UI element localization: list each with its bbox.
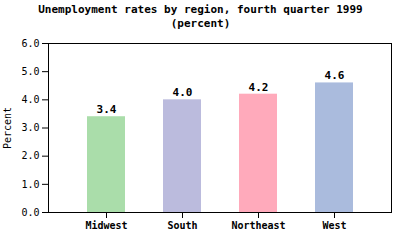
svg-text:4.2: 4.2 bbox=[249, 81, 269, 94]
svg-text:West: West bbox=[322, 220, 346, 231]
svg-text:3.4: 3.4 bbox=[97, 103, 117, 116]
html-text:Unemployment rates by region,: Unemployment rates by region, fourth qua… bbox=[38, 3, 363, 30]
svg-text:Midwest: Midwest bbox=[85, 220, 127, 231]
svg-text:1.0: 1.0 bbox=[21, 179, 39, 190]
svg-text:Northeast: Northeast bbox=[231, 220, 285, 231]
svg-text:0.0: 0.0 bbox=[21, 207, 39, 218]
svg-text:6.0: 6.0 bbox=[21, 38, 39, 49]
svg-text:4.6: 4.6 bbox=[325, 69, 345, 82]
svg-text:3.0: 3.0 bbox=[21, 122, 39, 133]
svg-text:2.0: 2.0 bbox=[21, 150, 39, 161]
svg-text:South: South bbox=[167, 220, 197, 231]
svg-text:5.0: 5.0 bbox=[21, 66, 39, 77]
svg-text:4.0: 4.0 bbox=[173, 86, 193, 99]
svg-text:Percent: Percent bbox=[2, 107, 13, 149]
svg-text:4.0: 4.0 bbox=[21, 94, 39, 105]
